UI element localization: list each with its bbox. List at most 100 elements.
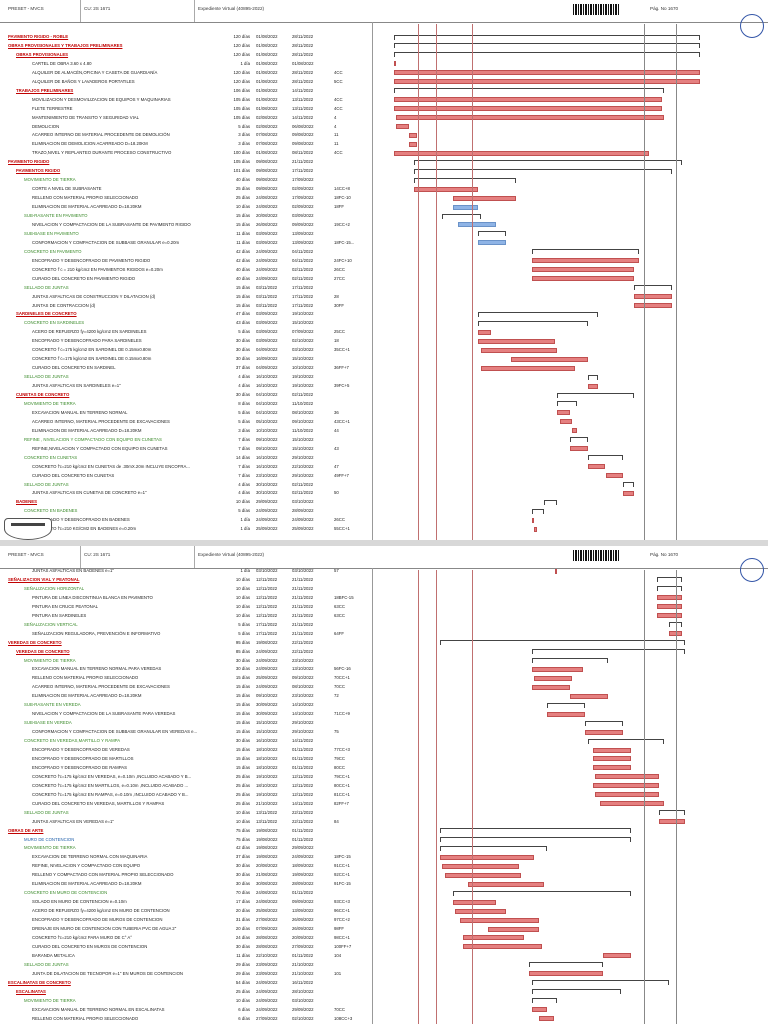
table-row: NIVELACION Y COMPACTACION DE LA SUBRASAN… (0, 709, 768, 719)
task-end: 02/11/2022 (292, 481, 314, 487)
task-name: SELLADO DE JUNTAS (24, 961, 69, 967)
cu-code: CU: 2S 1671 (84, 552, 111, 557)
table-row: REFINE, NIVELACION Y COMPACTADO CON EQUI… (0, 861, 768, 871)
task-bar (455, 908, 507, 914)
task-name: MOVIMIENTO DE TIERRA (24, 845, 76, 851)
task-dur: 11 días (236, 952, 250, 958)
task-start: 03/09/2022 (256, 311, 278, 317)
task-name: CURADO DEL CONCRETO EN CUNETAS (32, 472, 115, 478)
task-bar (529, 971, 603, 977)
task-pred: 4 (334, 123, 337, 129)
task-end: 01/11/2022 (292, 764, 314, 770)
task-name: OBRAS PROVISIONALES Y TRABAJOS PRELIMINA… (8, 42, 123, 48)
task-start: 03/11/2022 (256, 302, 278, 308)
task-bar (656, 604, 682, 610)
task-name: CONFORMACION Y COMPACTACION DE SUBBASE G… (32, 729, 198, 735)
table-row: MANTENIMIENTO DE TRANSITO Y SEGURIDAD VI… (0, 113, 768, 123)
task-pred: 26CC (334, 266, 345, 272)
table-row: OBRAS PROVISIONALES Y TRABAJOS PRELIMINA… (0, 41, 768, 51)
task-pred: 25CC (334, 329, 345, 335)
task-start: 18/10/2022 (256, 782, 278, 788)
task-pred: 4 (334, 114, 337, 120)
table-row: JUNTAS ASFALTICAS EN CUNETAS DE CONCRETO… (0, 488, 768, 498)
task-dur: 40 días (235, 266, 250, 272)
table-row: REFINE , NIVELACION Y COMPACTADO CON EQU… (0, 435, 768, 445)
table-row: ALQUILER DE ALMACÉN,OFICINA Y CASETA DE … (0, 68, 768, 78)
task-start: 24/09/2022 (256, 657, 278, 663)
task-bar (600, 801, 665, 807)
task-name: OBRAS DE ARTE (8, 827, 44, 833)
task-name: CONCRETO f'c=175 kg/cm2 EN MARTILLOS, e=… (32, 782, 189, 788)
task-dur: 120 días (233, 69, 251, 75)
task-dur: 15 días (235, 764, 250, 770)
task-start: 20/08/2022 (256, 863, 278, 869)
table-row: DEMOLICION 5 días 02/08/2022 06/08/2022 4 (0, 122, 768, 132)
task-dur: 3 días (238, 132, 250, 138)
task-bar (592, 747, 631, 753)
task-start: 19/08/2022 (256, 845, 278, 851)
task-pred: 57 (334, 568, 339, 573)
task-pred: 98CC+1 (334, 934, 350, 940)
table-row: VEREDAS DE CONCRETO 85 días 24/09/2022 22/1… (0, 647, 768, 657)
task-start: 03/09/2022 (256, 239, 278, 245)
task-dur: 15 días (235, 684, 250, 690)
task-end: 26/09/2022 (292, 926, 314, 931)
task-dur: 105 días (233, 114, 251, 120)
task-dur: 70 días (235, 890, 250, 896)
task-dur: 25 días (235, 800, 250, 806)
task-pred: 70CC (334, 1006, 345, 1012)
task-end: 02/11/2022 (292, 266, 314, 272)
table-row: CORTE A NIVEL DE SUBRASANTE 25 días 09/08/… (0, 184, 768, 194)
task-name: VEREDAS DE CONCRETO (16, 648, 70, 654)
task-bar (452, 899, 496, 905)
task-bar (572, 428, 578, 434)
task-name: MOVIMIENTO DE TIERRA (24, 657, 76, 663)
page-number: Pág. No 1670 (650, 6, 679, 11)
task-bar (414, 186, 478, 192)
summary-bar (656, 586, 682, 592)
task-end: 28/11/2022 (292, 34, 314, 39)
task-name: MOVIMIENTO DE TIERRA (24, 400, 76, 406)
task-end: 03/10/2022 (292, 568, 314, 573)
task-end: 17/09/2022 (292, 177, 314, 183)
task-name: CONCRETO f'c=210 KG/CM2 EN BADENES e=0.2… (32, 526, 137, 532)
task-end: 21/11/2022 (292, 612, 314, 618)
task-end: 19/10/2022 (292, 311, 314, 317)
task-end: 15/10/2022 (292, 356, 314, 362)
task-start: 01/08/2022 (256, 87, 278, 93)
task-pred: 72 (334, 693, 339, 699)
task-name: BARANDA METALICA (32, 952, 75, 958)
table-row: MOVILIZACION Y DESMOVILIZACION DE EQUIPO… (0, 95, 768, 105)
task-pred: 30FF (334, 302, 345, 308)
task-name: ACERO DE REFUERZO fy=4200 kg/cm2 EN MURO… (32, 908, 170, 914)
table-row: PINTURA EN SARDINELES 10 días 12/11/2022 21… (0, 611, 768, 621)
task-dur: 7 días (238, 463, 250, 469)
task-dur: 37 días (235, 854, 250, 860)
task-start: 30/09/2022 (256, 702, 278, 708)
task-pred: 79CC+1 (334, 773, 350, 779)
task-end: 10/10/2022 (292, 365, 314, 371)
table-row: ENCOFRADO Y DESENCOFRADO DE VEREDAS 15 dí… (0, 745, 768, 755)
task-end: 21/11/2022 (292, 630, 314, 636)
task-dur: 25 días (235, 186, 250, 192)
task-pred: 19CC+2 (334, 221, 350, 227)
task-name: BADENES (16, 499, 38, 505)
task-name: REFINE , NIVELACION Y COMPACTADO CON EQU… (24, 436, 162, 442)
task-pred: 39FC+5 (334, 383, 350, 389)
task-dur: 1 día (240, 526, 250, 532)
task-end: 28/09/2022 (292, 508, 314, 514)
task-end: 01/11/2022 (292, 755, 314, 761)
task-dur: 25 días (235, 782, 250, 788)
table-row: CONCRETO f´c = 210 kg/cm2 EN PAVIMENTOS … (0, 265, 768, 275)
table-row: FLETE TERRESTRE 105 días 01/08/2022 13/11/2… (0, 104, 768, 114)
summary-bar (656, 577, 682, 583)
task-dur: 7 días (238, 472, 250, 478)
summary-bar (623, 482, 634, 487)
task-start: 09/08/2022 (256, 177, 278, 183)
task-name: CONFORMACION Y COMPACTACION DE SUBBASE G… (32, 239, 180, 245)
task-start: 17/11/2022 (256, 630, 278, 636)
task-dur: 5 días (238, 123, 250, 129)
task-name: CONCRETO EN MURO DE CONTENCION (24, 890, 108, 896)
task-pred: 4CC (334, 150, 343, 156)
table-row: MOVIMIENTO DE TIERRA 30 días 24/09/2022 23/… (0, 656, 768, 666)
